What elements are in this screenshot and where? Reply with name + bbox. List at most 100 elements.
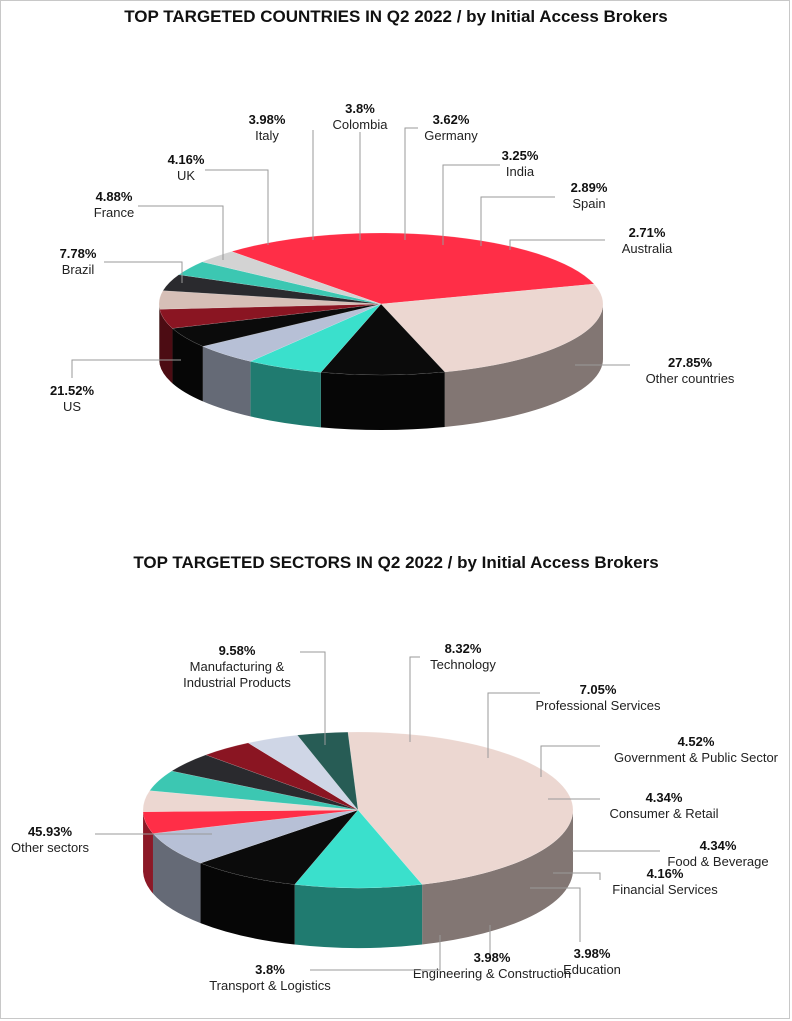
slice-engineering-and-construction (247, 734, 359, 811)
pct-label-professional-services: 7.05% (580, 682, 617, 697)
name-label-india: India (506, 164, 535, 179)
slice-labels: 27.85%Other countries 21.52%US 7.78%Brazil… (50, 101, 735, 414)
leader-line-us (71, 359, 181, 378)
leader-line-technology (409, 656, 420, 742)
slice-france (249, 303, 382, 373)
name-label-other-countries: Other countries (646, 371, 735, 386)
pct-label-food-and-beverage: 4.34% (700, 838, 737, 853)
slice-technology (199, 809, 359, 885)
leader-line-professional-services (487, 692, 540, 758)
slice-labels: 45.93%Other sectors 9.58%Manufacturing & I… (11, 641, 779, 993)
name-label-education: Education (563, 962, 621, 977)
side-professional-services (152, 833, 201, 924)
name-label-transport-and-logistics: Transport & Logistics (209, 978, 331, 993)
name-label-manufacturing-and-industrial-products: Manufacturing & Industrial Products (183, 659, 291, 690)
pct-label-financial-services: 4.16% (647, 866, 684, 881)
name-label-technology: Technology (430, 657, 496, 672)
leader-line-education (530, 887, 581, 942)
side-other-sectors (422, 810, 573, 945)
countries-pie-chart: 27.85%Other countries 21.52%US 7.78%Brazil… (50, 101, 735, 430)
side-brazil (320, 372, 445, 430)
name-label-brazil: Brazil (62, 262, 95, 277)
leader-line-brazil (104, 261, 183, 283)
slice-other-sectors (347, 731, 574, 885)
side-italy (172, 328, 203, 402)
sectors-chart-title: TOP TARGETED SECTORS IN Q2 2022 / by Ini… (133, 553, 659, 572)
pct-label-spain: 2.89% (571, 180, 608, 195)
pct-label-germany: 3.62% (433, 112, 470, 127)
pct-label-us: 21.52% (50, 383, 95, 398)
leader-line-spain (480, 196, 555, 246)
pct-label-colombia: 3.8% (345, 101, 375, 116)
pct-label-italy: 3.98% (249, 112, 286, 127)
slice-transport-and-logistics (296, 731, 359, 811)
pct-label-france: 4.88% (96, 189, 133, 204)
name-label-other-sectors: Other sectors (11, 840, 90, 855)
leader-line-manufacturing-and-industrial-products (300, 651, 326, 745)
leader-line-germany (404, 127, 418, 240)
pct-label-uk: 4.16% (168, 152, 205, 167)
pie-side-walls (159, 304, 603, 430)
name-label-food-and-beverage: Food & Beverage (667, 854, 768, 869)
sectors-pie-chart: 45.93%Other sectors 9.58%Manufacturing & I… (11, 641, 779, 993)
name-label-australia: Australia (622, 241, 673, 256)
slice-australia (201, 251, 382, 305)
pct-label-australia: 2.71% (629, 225, 666, 240)
name-label-colombia: Colombia (333, 117, 389, 132)
slice-other-countries (230, 232, 595, 305)
pct-label-brazil: 7.78% (60, 246, 97, 261)
slice-financial-services (171, 754, 359, 811)
side-uk (202, 346, 251, 417)
name-label-consumer-and-retail: Consumer & Retail (609, 806, 718, 821)
slice-consumer-and-retail (142, 790, 359, 812)
pie-slices (158, 232, 604, 376)
pie-slices (142, 731, 574, 889)
leader-line-australia (509, 239, 605, 250)
name-label-engineering-and-construction: Engineering & Construction (413, 966, 571, 981)
leader-line-india (442, 164, 500, 245)
countries-chart-title: TOP TARGETED COUNTRIES IN Q2 2022 / by I… (124, 7, 668, 26)
pie-side-walls (143, 810, 573, 948)
pct-label-manufacturing-and-industrial-products: 9.58% (219, 643, 256, 658)
name-label-italy: Italy (255, 128, 279, 143)
slice-italy (171, 303, 382, 347)
side-government-and-public-sector (143, 811, 153, 894)
name-label-financial-services: Financial Services (612, 882, 718, 897)
pct-label-government-and-public-sector: 4.52% (678, 734, 715, 749)
side-france (250, 361, 321, 428)
leader-line-france (138, 205, 224, 260)
pct-label-other-sectors: 45.93% (28, 824, 73, 839)
leader-line-government-and-public-sector (540, 745, 600, 777)
pct-label-education: 3.98% (574, 946, 611, 961)
name-label-professional-services: Professional Services (536, 698, 661, 713)
slice-us (380, 283, 604, 373)
slice-brazil (320, 303, 446, 376)
side-manufacturing-and-industrial-products (294, 884, 423, 948)
slice-manufacturing-and-industrial-products (294, 809, 423, 889)
name-label-france: France (94, 205, 134, 220)
slice-germany (158, 290, 382, 310)
slice-uk (202, 303, 382, 362)
side-us (444, 304, 603, 428)
slice-government-and-public-sector (142, 809, 359, 834)
name-label-uk: UK (177, 168, 195, 183)
slice-india (162, 274, 382, 305)
side-colombia (159, 309, 173, 384)
pct-label-india: 3.25% (502, 148, 539, 163)
name-label-us: US (63, 399, 81, 414)
leader-line-uk (205, 169, 269, 245)
side-technology (200, 863, 295, 945)
name-label-spain: Spain (572, 196, 605, 211)
leader-line-transport-and-logistics (310, 935, 441, 971)
leader-line-financial-services (553, 872, 601, 880)
name-label-government-and-public-sector: Government & Public Sector (614, 750, 779, 765)
slice-education (205, 742, 359, 811)
pct-label-engineering-and-construction: 3.98% (474, 950, 511, 965)
pct-label-consumer-and-retail: 4.34% (646, 790, 683, 805)
slice-food-and-beverage (149, 770, 359, 811)
pct-label-other-countries: 27.85% (668, 355, 713, 370)
slice-colombia (159, 303, 382, 329)
pct-label-transport-and-logistics: 3.8% (255, 962, 285, 977)
